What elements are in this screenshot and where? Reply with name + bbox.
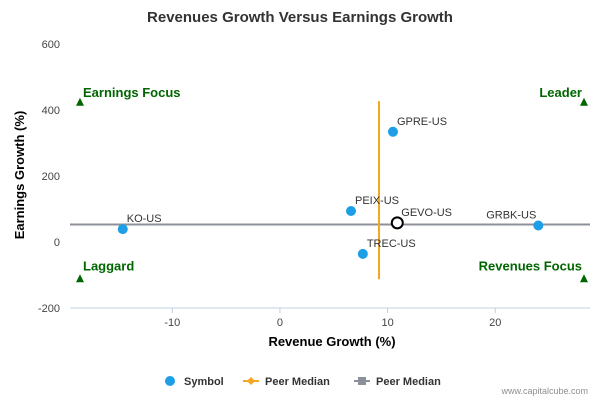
quadrant-label: Revenues Focus — [479, 258, 582, 273]
x-tick-label: 10 — [381, 317, 393, 329]
data-point-highlighted — [390, 216, 404, 230]
quadrant-marker — [76, 274, 84, 283]
data-point — [533, 220, 544, 231]
data-point-label: GRBK-US — [486, 210, 536, 222]
x-tick-label: -10 — [164, 317, 180, 329]
x-tick-label: 0 — [277, 317, 283, 329]
data-point-label: PEIX-US — [355, 195, 399, 207]
chart-title: Revenues Growth Versus Earnings Growth — [147, 9, 453, 26]
legend-label: Peer Median — [376, 376, 441, 388]
quadrant-marker — [580, 97, 588, 106]
y-tick-label: -200 — [38, 303, 60, 315]
credit-text: www.capitalcube.com — [500, 386, 588, 396]
data-point — [387, 126, 398, 137]
y-tick-label: 0 — [54, 237, 60, 249]
y-axis-title: Earnings Growth (%) — [12, 111, 27, 240]
y-tick-label: 600 — [42, 39, 60, 51]
data-point — [345, 205, 356, 216]
y-tick-label: 200 — [42, 171, 60, 183]
data-point-label: GEVO-US — [401, 207, 452, 219]
legend-peer-median-marker — [247, 377, 255, 385]
legend-label: Peer Median — [265, 376, 330, 388]
data-point-label: GPRE-US — [397, 116, 447, 128]
quadrant-label: Earnings Focus — [83, 85, 181, 100]
legend: Symbol Peer Median Peer Median — [165, 376, 441, 388]
data-point — [357, 248, 368, 259]
data-point — [117, 224, 128, 235]
x-axis-title: Revenue Growth (%) — [268, 334, 395, 349]
x-tick-label: 20 — [489, 317, 501, 329]
quadrant-marker — [76, 97, 84, 106]
quadrant-label: Leader — [539, 85, 582, 100]
data-point-label: TREC-US — [367, 238, 416, 250]
legend-peer-median-marker — [358, 377, 366, 385]
y-tick-label: 400 — [42, 105, 60, 117]
quadrant-marker — [580, 274, 588, 283]
quadrant-label: Laggard — [83, 258, 134, 273]
legend-symbol-marker — [165, 376, 175, 386]
data-point-label: KO-US — [127, 213, 162, 225]
plot-area: -10 0 10 20 -200 0 200 400 600 Earnings Focus Lead… — [38, 39, 590, 329]
legend-label: Symbol — [184, 376, 224, 388]
